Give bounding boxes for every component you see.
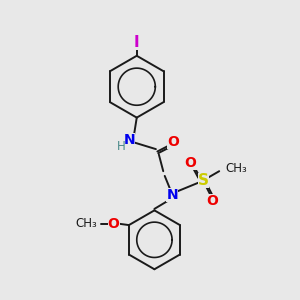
Text: N: N xyxy=(124,133,135,147)
Text: O: O xyxy=(108,217,119,231)
Text: S: S xyxy=(198,172,209,188)
Text: I: I xyxy=(134,35,140,50)
Text: O: O xyxy=(206,194,218,208)
Text: O: O xyxy=(185,156,197,170)
Text: O: O xyxy=(167,135,179,149)
Text: H: H xyxy=(117,140,126,153)
Text: CH₃: CH₃ xyxy=(225,162,247,175)
Text: N: N xyxy=(166,188,178,202)
Text: CH₃: CH₃ xyxy=(76,217,98,230)
